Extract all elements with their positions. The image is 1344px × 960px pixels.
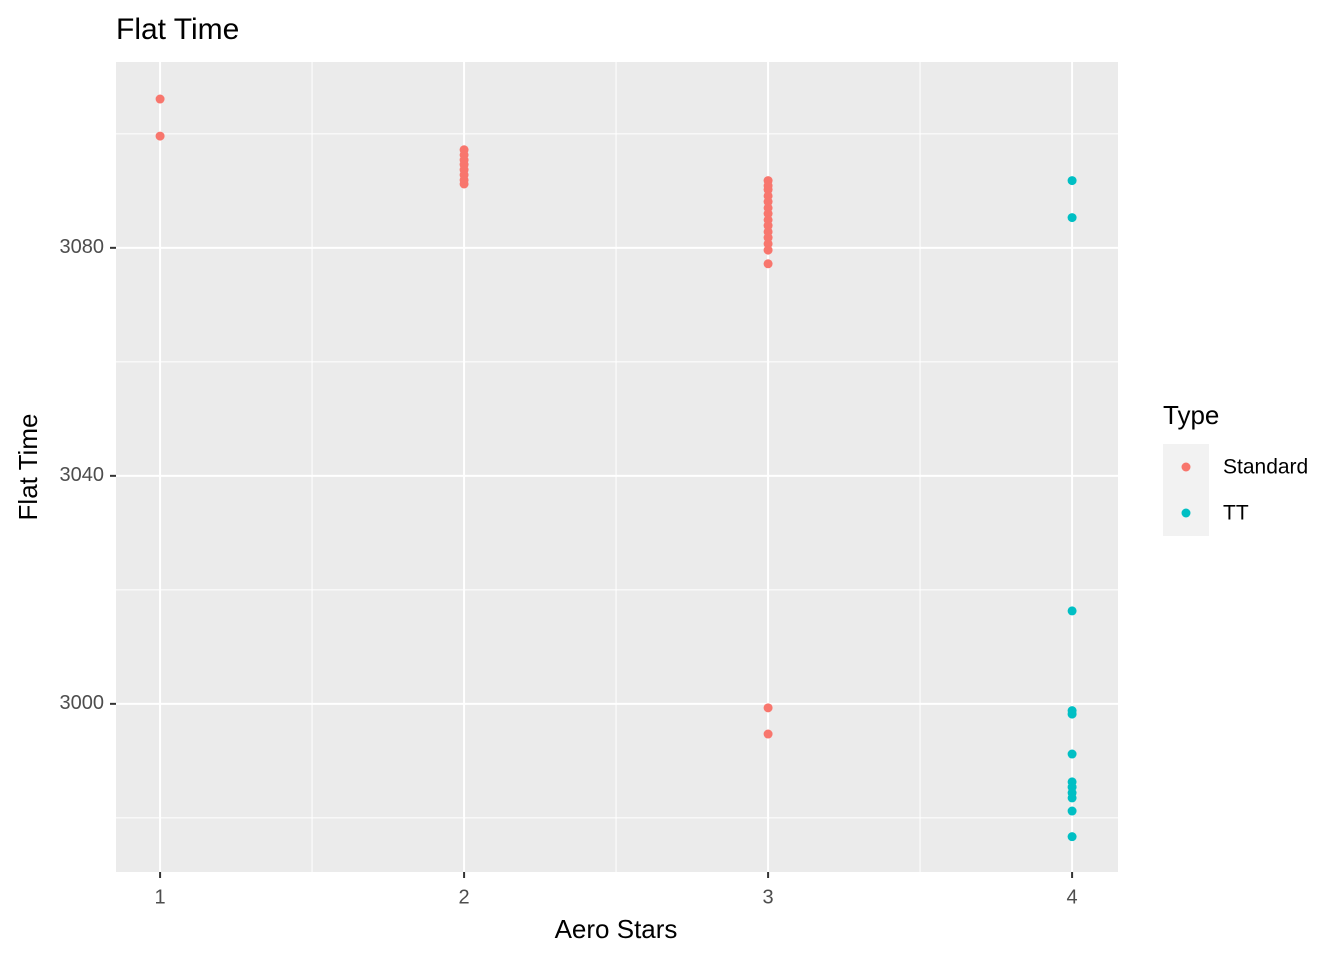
legend-label: Standard <box>1223 456 1308 479</box>
point <box>763 221 773 231</box>
point <box>763 729 773 739</box>
point <box>763 703 773 713</box>
point <box>1067 709 1077 719</box>
legend-label: TT <box>1223 502 1249 525</box>
y-axis-title: Flat Time <box>13 414 43 521</box>
point <box>1067 213 1077 223</box>
point <box>763 197 773 207</box>
x-tick-label: 4 <box>1067 886 1078 908</box>
point <box>763 185 773 195</box>
y-tick-label: 3080 <box>60 236 105 258</box>
point <box>155 94 165 104</box>
plot-panel <box>116 62 1118 872</box>
x-tick-label: 3 <box>763 886 774 908</box>
point <box>1067 793 1077 803</box>
point <box>763 209 773 219</box>
y-tick-label: 3000 <box>60 692 105 714</box>
point <box>763 239 773 249</box>
point <box>763 233 773 243</box>
x-tick-label: 1 <box>155 886 166 908</box>
point <box>763 259 773 269</box>
point <box>155 131 165 141</box>
point <box>1067 832 1077 842</box>
legend-marker <box>1181 462 1191 472</box>
point <box>763 245 773 255</box>
point <box>1067 749 1077 759</box>
y-tick-label: 3040 <box>60 464 105 486</box>
legend-title: Type <box>1163 400 1219 430</box>
x-axis-title: Aero Stars <box>555 914 678 944</box>
point <box>1067 606 1077 616</box>
legend-marker <box>1181 508 1191 518</box>
chart-title: Flat Time <box>116 13 239 46</box>
point <box>459 179 469 189</box>
point <box>1067 176 1077 186</box>
x-tick-label: 2 <box>459 886 470 908</box>
point <box>1067 806 1077 816</box>
